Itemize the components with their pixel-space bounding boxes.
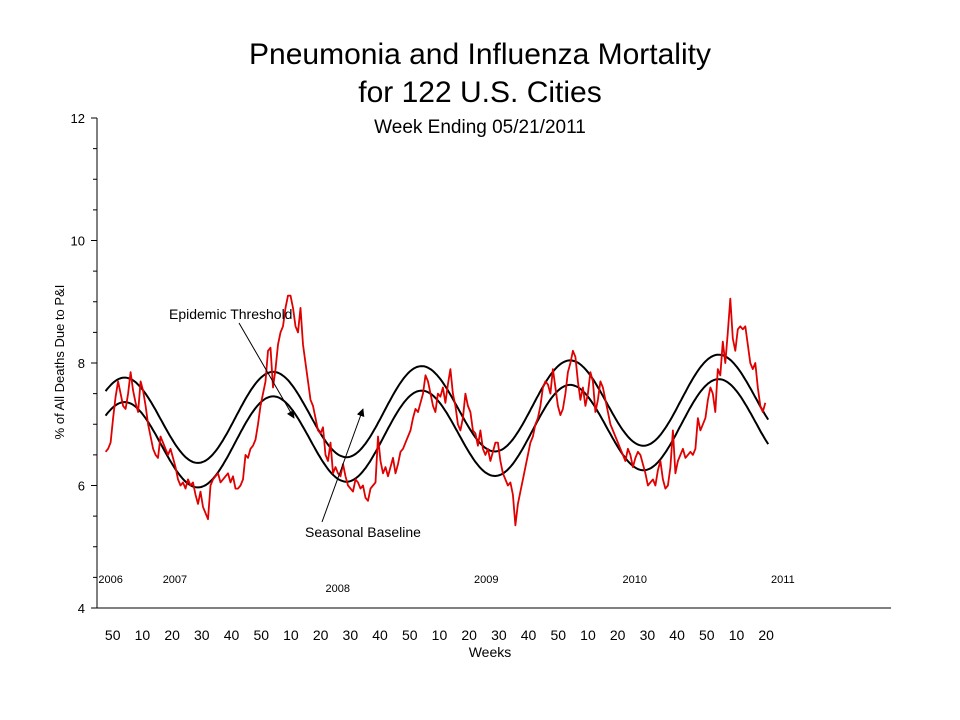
x-tick-label: 20 — [313, 627, 329, 643]
year-label: 2006 — [98, 574, 122, 586]
axes — [91, 117, 891, 609]
x-axis-label: Weeks — [469, 644, 512, 660]
y-tick-label: 10 — [71, 234, 85, 249]
y-tick-label: 4 — [78, 601, 85, 616]
epidemic-threshold-arrow — [238, 322, 295, 419]
x-tick-label: 10 — [432, 627, 448, 643]
y-tick-label: 6 — [78, 479, 85, 494]
x-tick-label: 30 — [640, 627, 656, 643]
x-tick-label: 10 — [135, 627, 151, 643]
chart-subtitle: Week Ending 05/21/2011 — [374, 117, 586, 138]
year-label: 2008 — [325, 583, 349, 595]
year-label: 2007 — [163, 574, 187, 586]
x-tick-label: 10 — [580, 627, 596, 643]
x-tick-label: 10 — [283, 627, 299, 643]
chart-title-line2: for 122 U.S. Cities — [358, 76, 602, 109]
seasonal-baseline-label: Seasonal Baseline — [305, 524, 421, 540]
year-labels: 2006 2007 2008 2009 2010 2011 — [98, 574, 794, 595]
x-tick-label: 30 — [343, 627, 359, 643]
x-tick-label: 50 — [699, 627, 715, 643]
x-tick-label: 50 — [253, 627, 269, 643]
x-tick-label: 30 — [194, 627, 210, 643]
seasonal-baseline-arrow — [321, 408, 365, 523]
observed-pi-line — [104, 294, 767, 527]
y-tick-labels: 4 6 8 10 12 — [71, 111, 85, 616]
x-tick-label: 20 — [610, 627, 626, 643]
y-tick-label: 12 — [71, 111, 85, 126]
x-tick-label: 20 — [164, 627, 180, 643]
x-tick-label: 40 — [224, 627, 240, 643]
epidemic-threshold-line — [104, 353, 770, 464]
year-label: 2011 — [771, 574, 795, 586]
x-tick-label: 40 — [521, 627, 537, 643]
x-tick-label: 20 — [461, 627, 477, 643]
x-tick-label: 50 — [105, 627, 121, 643]
x-tick-label: 50 — [402, 627, 418, 643]
year-label: 2009 — [474, 574, 498, 586]
x-tick-labels: 50 10 20 30 40 50 10 20 30 40 50 10 20 30 40 50 10 20 30 40… — [105, 627, 774, 643]
x-tick-label: 10 — [729, 627, 745, 643]
epidemic-threshold-label: Epidemic Threshold — [169, 306, 292, 322]
x-tick-label: 40 — [372, 627, 388, 643]
year-label: 2010 — [623, 574, 647, 586]
x-tick-label: 50 — [550, 627, 566, 643]
chart-title: Pneumonia and Influenza Mortality — [249, 38, 711, 71]
x-tick-label: 30 — [491, 627, 507, 643]
series-lines — [104, 294, 770, 527]
x-tick-label: 20 — [758, 627, 774, 643]
x-tick-label: 40 — [669, 627, 685, 643]
y-tick-label: 8 — [78, 356, 85, 371]
y-axis-label: % of All Deaths Due to P&I — [52, 285, 67, 440]
